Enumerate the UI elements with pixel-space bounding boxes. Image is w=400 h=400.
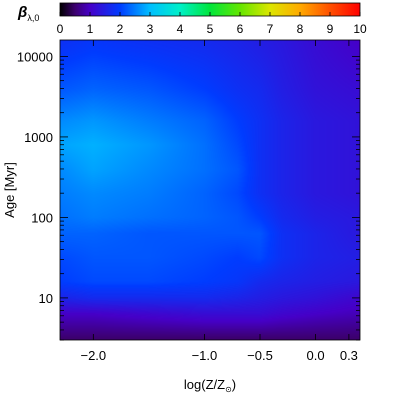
colorbar-tick-label: 2 (117, 22, 124, 36)
x-tick-label: 0.0 (307, 348, 325, 363)
x-axis-title-prefix: log(Z/Z (184, 377, 225, 392)
y-axis-ticks: 10 100 1000 10000 (17, 49, 360, 341)
y-axis-title: Age [Myr] (2, 162, 17, 218)
colorbar-tick-label: 8 (297, 22, 304, 36)
x-axis-title-suffix: ) (232, 377, 236, 392)
x-tick-label: −2.0 (80, 348, 106, 363)
plot-area (59, 39, 361, 341)
y-tick-label: 1000 (24, 130, 53, 145)
y-axis-title-unit: [Myr] (2, 162, 17, 191)
x-tick-label: −0.5 (247, 348, 273, 363)
colorbar-tick-label: 7 (267, 22, 274, 36)
y-tick-label: 10000 (17, 49, 53, 64)
heatmap-canvas (60, 40, 360, 340)
colorbar-tick-label: 1 (87, 22, 94, 36)
x-tick-label: 0.3 (340, 348, 358, 363)
plot-frame (59, 39, 361, 341)
x-axis-title-sub: ⊙ (225, 385, 232, 394)
y-tick-label: 100 (31, 210, 53, 225)
colorbar-tick-label: 5 (207, 22, 214, 36)
colorbar-tick-label: 3 (147, 22, 154, 36)
colorbar-title-symbol: β (17, 4, 27, 21)
colorbar-title: βλ,0 (17, 4, 39, 23)
colorbar-ticks: 0 1 2 3 4 5 6 7 8 9 10 (57, 12, 367, 36)
colorbar-tick-label: 9 (327, 22, 334, 36)
x-axis-ticks: −2.0 −1.0 −0.5 0.0 0.3 (80, 40, 358, 363)
colorbar-tick-label: 6 (237, 22, 244, 36)
x-tick-label: −1.0 (192, 348, 218, 363)
colorbar-tick-label: 10 (353, 22, 367, 36)
y-axis-title-main: Age (2, 195, 17, 218)
x-axis-title: log(Z/Z⊙) (184, 377, 236, 394)
colorbar-tick-label: 0 (57, 22, 64, 36)
colorbar-tick-label: 4 (177, 22, 184, 36)
y-tick-label: 10 (39, 291, 53, 306)
colorbar-title-subscript: λ,0 (27, 13, 39, 23)
